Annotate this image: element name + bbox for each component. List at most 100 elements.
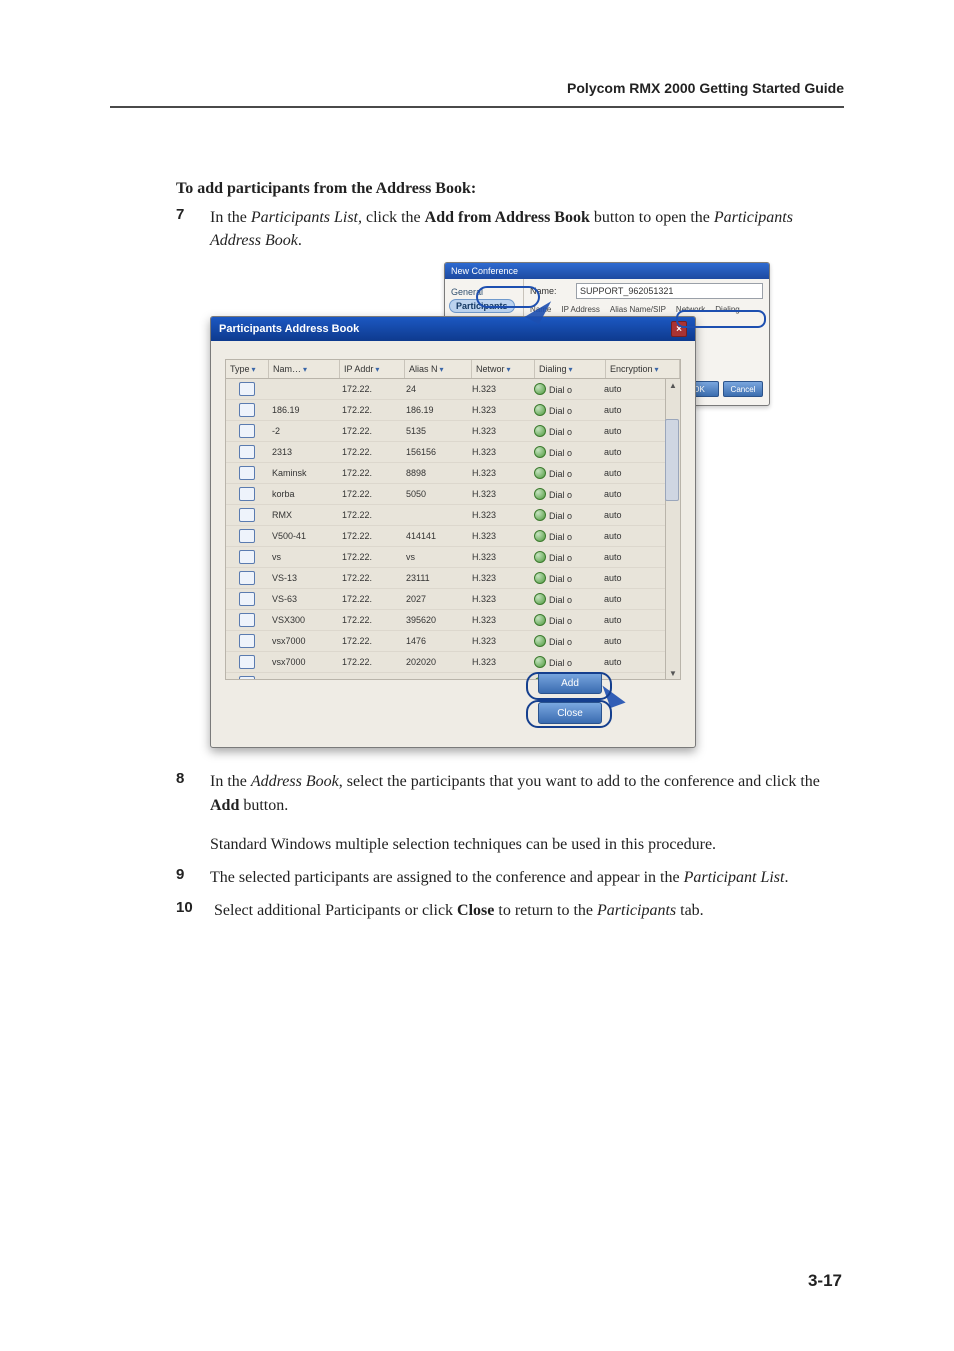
t: , select the participants that you want … bbox=[339, 773, 820, 790]
table-row[interactable]: 2313172.22.156156H.323Dial oauto bbox=[226, 442, 680, 463]
name-input[interactable]: SUPPORT_962051321 bbox=[576, 283, 763, 299]
terminal-icon bbox=[239, 424, 255, 438]
cell-net: H.323 bbox=[468, 468, 530, 478]
table-row[interactable]: -2172.22.5135H.323Dial oauto bbox=[226, 421, 680, 442]
step-body: In the Address Book, select the particip… bbox=[210, 770, 844, 816]
nav-general[interactable]: General bbox=[449, 285, 519, 299]
grid-header-row: Type▾ Nam…▾ IP Addr▾ Alias N▾ Networ▾ Di… bbox=[226, 360, 680, 379]
globe-icon bbox=[534, 446, 546, 458]
cell-dial: Dial o bbox=[530, 488, 600, 500]
cell-dial: Dial o bbox=[530, 551, 600, 563]
cell-ip: 172.22. bbox=[338, 405, 402, 415]
terminal-icon bbox=[239, 382, 255, 396]
cell-net: H.323 bbox=[468, 384, 530, 394]
col-type[interactable]: Type▾ bbox=[226, 360, 269, 378]
filter-icon[interactable]: ▾ bbox=[252, 365, 256, 374]
filter-icon[interactable]: ▾ bbox=[440, 365, 444, 374]
procedure-subhead: To add participants from the Address Boo… bbox=[176, 180, 844, 198]
dialog-title: Participants Address Book bbox=[219, 323, 359, 335]
cell-ip: 172.22. bbox=[338, 573, 402, 583]
t: Add from Address Book bbox=[425, 209, 590, 226]
cell-alias: vs bbox=[402, 552, 468, 562]
terminal-icon bbox=[239, 487, 255, 501]
name-field-row: Name: SUPPORT_962051321 bbox=[530, 283, 763, 299]
cell-alias: 156156 bbox=[402, 447, 468, 457]
scroll-down-icon[interactable]: ▼ bbox=[669, 669, 677, 677]
filter-icon[interactable]: ▾ bbox=[569, 365, 573, 374]
filter-icon[interactable]: ▾ bbox=[375, 365, 379, 374]
cell-name: vsx7000 bbox=[268, 657, 338, 667]
t: In the bbox=[210, 209, 251, 226]
callout-oval bbox=[676, 310, 766, 328]
cell-name: -2 bbox=[268, 426, 338, 436]
cell-alias: 5135 bbox=[402, 426, 468, 436]
table-row[interactable]: VS-13172.22.23111H.323Dial oauto bbox=[226, 568, 680, 589]
table-row[interactable]: korba172.22.5050H.323Dial oauto bbox=[226, 484, 680, 505]
col-ip[interactable]: IP Addr▾ bbox=[340, 360, 405, 378]
table-row[interactable]: vsx7000172.22.1476H.323Dial oauto bbox=[226, 631, 680, 652]
terminal-icon bbox=[239, 655, 255, 669]
step-body: The selected participants are assigned t… bbox=[210, 866, 788, 889]
add-button[interactable]: Add bbox=[538, 672, 602, 694]
scrollbar[interactable]: ▲ ▼ bbox=[665, 379, 680, 679]
cell-net: H.323 bbox=[468, 552, 530, 562]
t: Participants List, bbox=[251, 209, 362, 226]
col-enc[interactable]: Encryption▾ bbox=[606, 360, 680, 378]
step-8: 8 In the Address Book, select the partic… bbox=[176, 770, 844, 816]
cell-type bbox=[226, 424, 268, 438]
step-body: In the Participants List, click the Add … bbox=[210, 206, 844, 252]
t: to return to the bbox=[494, 902, 597, 919]
cancel-button[interactable]: Cancel bbox=[723, 381, 763, 397]
step-9: 9 The selected participants are assigned… bbox=[176, 866, 844, 889]
step-body: Select additional Participants or click … bbox=[214, 899, 704, 922]
table-row[interactable]: vsx7000172.22.2646H.323Dial oauto bbox=[226, 673, 680, 679]
t: Nam… bbox=[273, 364, 301, 374]
cell-dial: Dial o bbox=[530, 530, 600, 542]
filter-icon[interactable]: ▾ bbox=[655, 365, 659, 374]
cell-alias: 202020 bbox=[402, 657, 468, 667]
filter-icon[interactable]: ▾ bbox=[303, 365, 307, 374]
cell-ip: 172.22. bbox=[338, 489, 402, 499]
t: The selected participants are assigned t… bbox=[210, 869, 684, 886]
cell-ip: 172.22. bbox=[338, 678, 402, 679]
table-row[interactable]: vs172.22.vsH.323Dial oauto bbox=[226, 547, 680, 568]
col-net[interactable]: Networ▾ bbox=[472, 360, 535, 378]
cell-type bbox=[226, 382, 268, 396]
table-row[interactable]: VS-63172.22.2027H.323Dial oauto bbox=[226, 589, 680, 610]
cell-type bbox=[226, 613, 268, 627]
table-row[interactable]: V500-41172.22.414141H.323Dial oauto bbox=[226, 526, 680, 547]
cell-dial: Dial o bbox=[530, 383, 600, 395]
table-row[interactable]: 172.22.24H.323Dial oauto bbox=[226, 379, 680, 400]
cell-name: vsx7000 bbox=[268, 636, 338, 646]
cell-net: H.323 bbox=[468, 615, 530, 625]
globe-icon bbox=[534, 383, 546, 395]
t: button to open the bbox=[590, 209, 714, 226]
table-row[interactable]: vsx7000172.22.202020H.323Dial oauto bbox=[226, 652, 680, 673]
scroll-up-icon[interactable]: ▲ bbox=[669, 381, 677, 389]
cell-name: RMX bbox=[268, 510, 338, 520]
dialog-title: New Conference bbox=[445, 263, 769, 279]
cell-name: VS-13 bbox=[268, 573, 338, 583]
globe-icon bbox=[534, 404, 546, 416]
col-name[interactable]: Nam…▾ bbox=[269, 360, 340, 378]
t: Participant List bbox=[684, 869, 785, 886]
col-dial[interactable]: Dialing▾ bbox=[535, 360, 606, 378]
t: Type bbox=[230, 364, 250, 374]
scroll-thumb[interactable] bbox=[665, 419, 679, 501]
filter-icon[interactable]: ▾ bbox=[507, 365, 511, 374]
table-row[interactable]: 186.19172.22.186.19H.323Dial oauto bbox=[226, 400, 680, 421]
cell-dial: Dial o bbox=[530, 404, 600, 416]
nav-participants[interactable]: Participants bbox=[449, 299, 515, 313]
table-row[interactable]: RMX172.22.H.323Dial oauto bbox=[226, 505, 680, 526]
cell-name: korba bbox=[268, 489, 338, 499]
header-rule bbox=[110, 106, 844, 108]
t: click the bbox=[362, 209, 425, 226]
globe-icon bbox=[534, 572, 546, 584]
globe-icon bbox=[534, 488, 546, 500]
close-button[interactable]: Close bbox=[538, 702, 602, 724]
table-row[interactable]: Kaminsk172.22.8898H.323Dial oauto bbox=[226, 463, 680, 484]
cell-net: H.323 bbox=[468, 636, 530, 646]
col-alias[interactable]: Alias N▾ bbox=[405, 360, 472, 378]
table-row[interactable]: VSX300172.22.395620H.323Dial oauto bbox=[226, 610, 680, 631]
terminal-icon bbox=[239, 634, 255, 648]
